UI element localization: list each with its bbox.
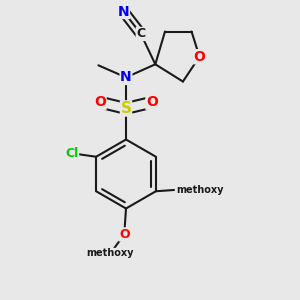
Text: N: N (118, 4, 129, 19)
Text: Cl: Cl (65, 147, 79, 160)
Text: O: O (194, 50, 206, 64)
Text: methoxy: methoxy (87, 248, 134, 258)
Text: O: O (119, 228, 130, 241)
Text: methoxy: methoxy (176, 184, 224, 194)
Text: N: N (120, 70, 132, 84)
Text: S: S (121, 101, 131, 116)
Text: O: O (94, 95, 106, 109)
Text: O: O (146, 95, 158, 109)
Text: C: C (136, 27, 146, 40)
Text: O: O (176, 183, 186, 196)
